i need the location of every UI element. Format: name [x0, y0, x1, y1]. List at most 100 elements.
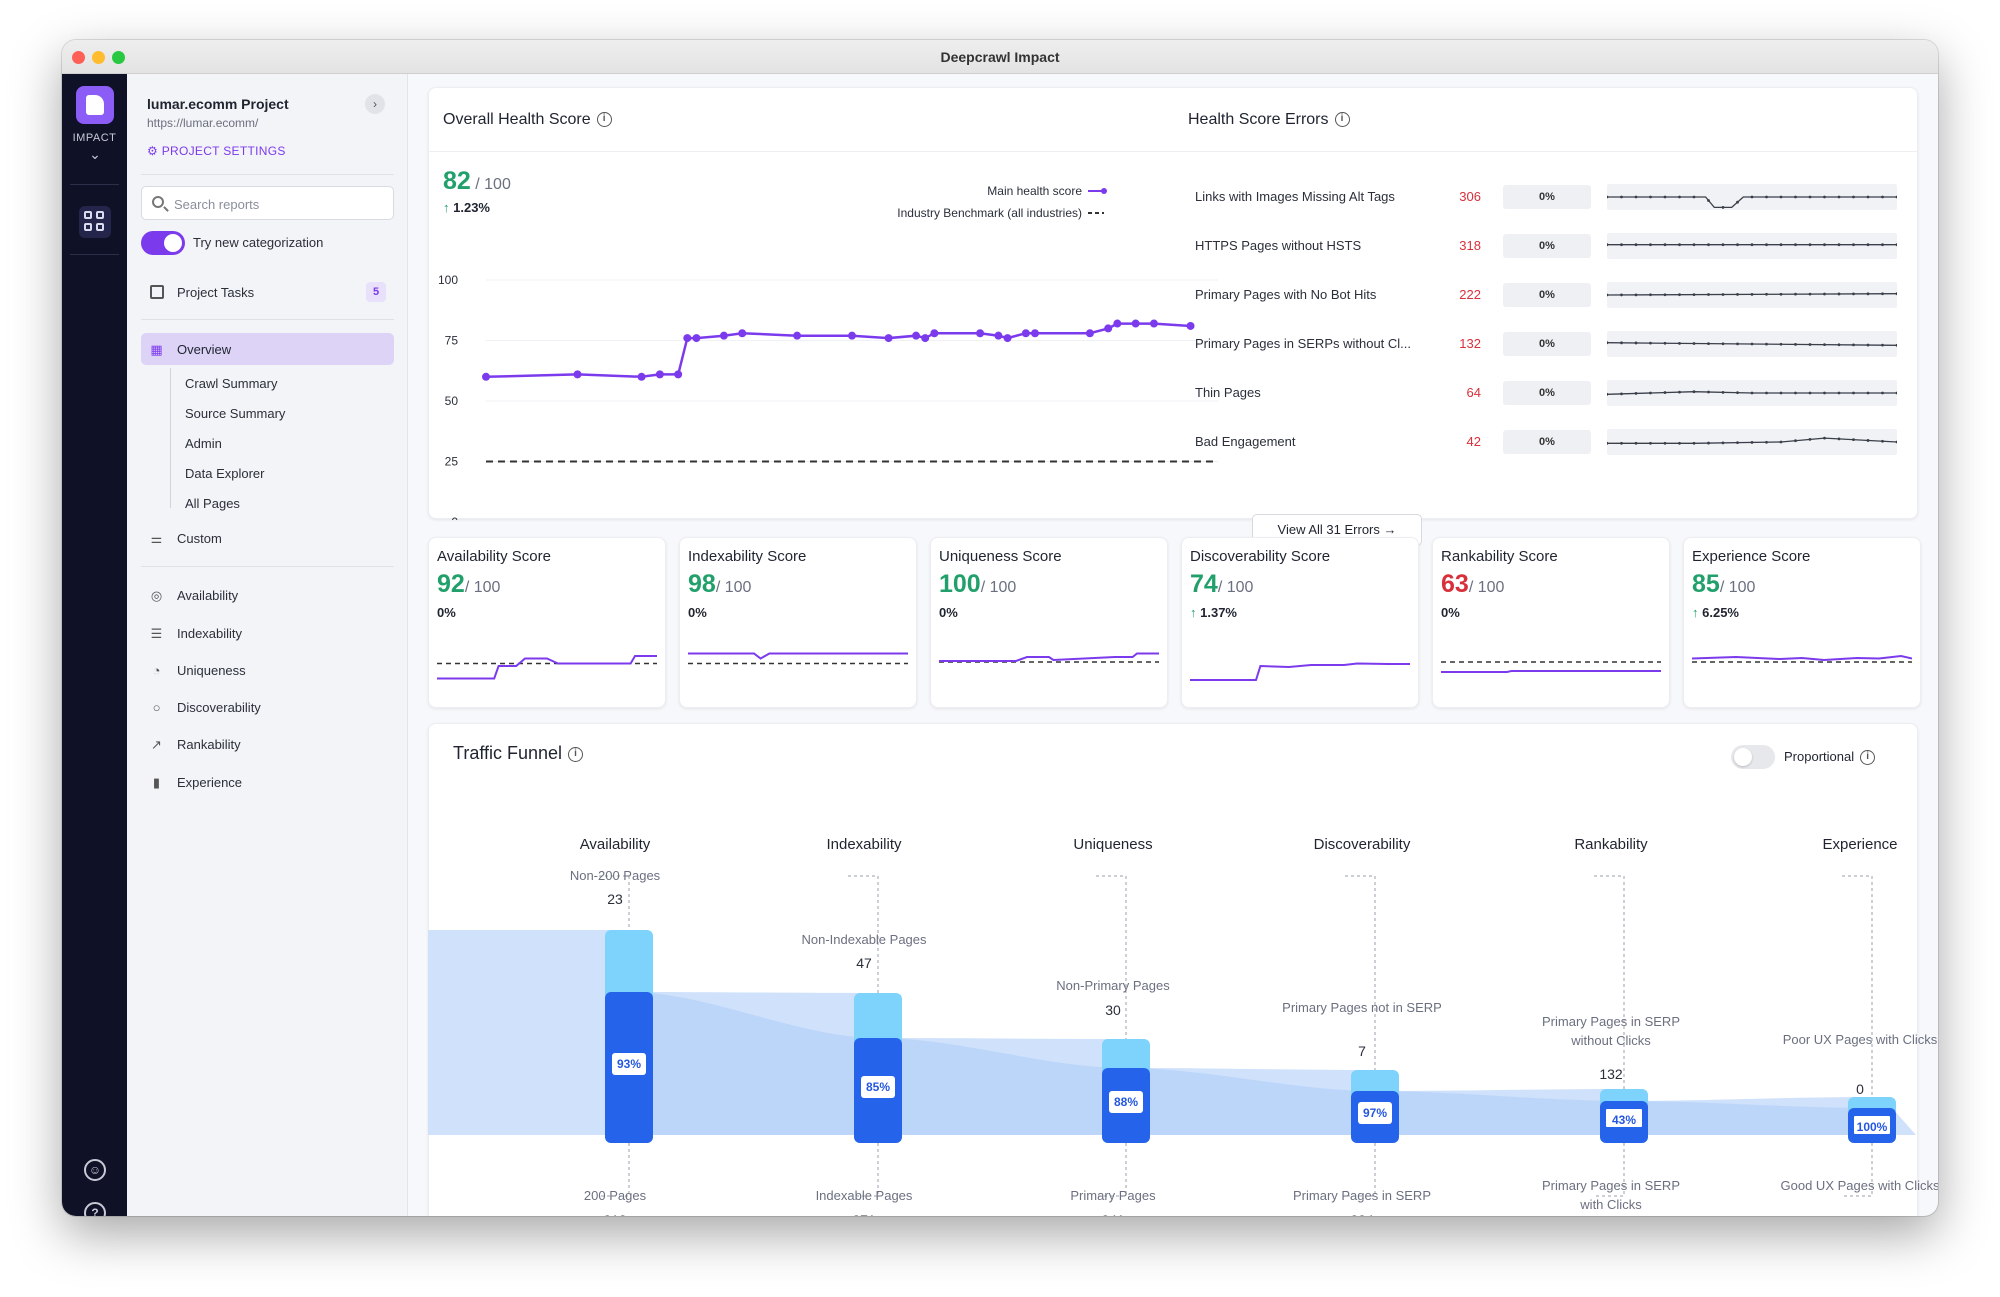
- main-health-point[interactable]: [738, 329, 747, 338]
- main-health-point[interactable]: [912, 331, 921, 340]
- main-health-point[interactable]: [674, 370, 683, 379]
- sparkline-point: [1895, 243, 1899, 247]
- proportional-toggle[interactable]: [1731, 745, 1775, 769]
- main-health-point[interactable]: [1149, 319, 1158, 328]
- score-delta-text: 0%: [437, 605, 456, 620]
- main-health-point[interactable]: [1186, 321, 1195, 330]
- score-card-indexability[interactable]: Indexability Score 98/ 100 0%: [679, 537, 917, 708]
- main-health-point[interactable]: [1021, 329, 1030, 338]
- dashboard-grid-icon[interactable]: [79, 206, 111, 238]
- error-row[interactable]: Thin Pages 64 0%: [1187, 378, 1907, 408]
- info-icon[interactable]: i: [596, 112, 612, 128]
- sidebar-item-indexability[interactable]: ☰ Indexability: [141, 617, 394, 649]
- funnel-excluded-value: 47: [856, 955, 872, 971]
- main-health-point[interactable]: [1003, 334, 1012, 343]
- impact-logo-icon[interactable]: [76, 86, 114, 124]
- sparkline-point: [1837, 437, 1841, 441]
- chevron-down-icon[interactable]: ⌄: [89, 146, 101, 162]
- sparkline-point: [1779, 195, 1783, 199]
- sparkline-point: [1692, 195, 1696, 199]
- sidebar-item-uniqueness[interactable]: ◔ Uniqueness: [141, 654, 394, 686]
- sparkline-point: [1779, 391, 1783, 395]
- main-health-point[interactable]: [719, 331, 728, 340]
- sidebar-item-custom[interactable]: ⚌ Custom: [141, 522, 394, 554]
- score-card-availability[interactable]: Availability Score 92/ 100 0%: [428, 537, 666, 708]
- project-settings-link[interactable]: ⚙ PROJECT SETTINGS: [147, 144, 286, 158]
- sparkline-point: [1808, 438, 1812, 441]
- sparkline-point: [1634, 195, 1638, 199]
- main-health-point[interactable]: [655, 370, 664, 379]
- error-row[interactable]: Primary Pages with No Bot Hits 222 0%: [1187, 280, 1907, 310]
- sparkline-point: [1794, 391, 1797, 395]
- main-health-point[interactable]: [930, 329, 939, 338]
- funnel-bar-excluded[interactable]: [605, 930, 653, 1000]
- funnel-connector-bottom: [1096, 1143, 1127, 1197]
- main-health-point[interactable]: [482, 372, 490, 381]
- main-health-point[interactable]: [1031, 329, 1039, 338]
- sidebar-item-rankability[interactable]: ↗ Rankability: [141, 728, 394, 760]
- score-card-discoverability[interactable]: Discoverability Score 74/ 100 ↑ 1.37%: [1181, 537, 1419, 708]
- minimize-window-button[interactable]: [92, 51, 105, 64]
- score-sparkline: [1190, 662, 1410, 681]
- sidebar-item-experience[interactable]: ▮ Experience: [141, 766, 394, 798]
- close-window-button[interactable]: [72, 51, 85, 64]
- sparkline-point: [1692, 342, 1696, 345]
- funnel-excluded-value: 23: [607, 891, 623, 907]
- help-icon[interactable]: ?: [84, 1202, 106, 1216]
- main-health-point[interactable]: [1085, 329, 1094, 338]
- main-health-point[interactable]: [1104, 324, 1113, 333]
- funnel-bar-excluded[interactable]: [854, 993, 902, 1046]
- score-card-rankability[interactable]: Rankability Score 63/ 100 0%: [1432, 537, 1670, 708]
- sliders-icon: ⚌: [150, 531, 163, 546]
- info-icon[interactable]: i: [1334, 112, 1350, 128]
- score-card-experience[interactable]: Experience Score 85/ 100 ↑ 6.25%: [1683, 537, 1921, 708]
- sidebar-item-availability[interactable]: ◎ Availability: [141, 579, 394, 611]
- main-health-point[interactable]: [921, 334, 930, 343]
- sidebar-subitem-all-pages[interactable]: All Pages: [185, 496, 240, 511]
- main-health-point[interactable]: [884, 334, 893, 343]
- main-health-point[interactable]: [793, 331, 802, 340]
- error-row[interactable]: Bad Engagement 42 0%: [1187, 427, 1907, 457]
- funnel-bar-excluded[interactable]: [1102, 1039, 1150, 1076]
- sidebar-subitem-admin[interactable]: Admin: [185, 436, 222, 451]
- error-row[interactable]: HTTPS Pages without HSTS 318 0%: [1187, 231, 1907, 261]
- main-health-point[interactable]: [1113, 319, 1122, 328]
- main-health-point[interactable]: [848, 331, 856, 340]
- sparkline-point: [1721, 441, 1725, 445]
- sidebar-subitem-source-summary[interactable]: Source Summary: [185, 406, 286, 421]
- main-health-point[interactable]: [637, 372, 646, 381]
- funnel-excluded-value: 0: [1856, 1081, 1864, 1097]
- categorization-toggle[interactable]: [141, 231, 185, 255]
- error-count: 64: [1466, 385, 1481, 400]
- sidebar-subitem-crawl-summary[interactable]: Crawl Summary: [185, 376, 278, 391]
- sparkline-point: [1808, 391, 1812, 395]
- info-icon[interactable]: i: [1860, 750, 1876, 766]
- main-health-point[interactable]: [683, 334, 692, 343]
- zoom-window-button[interactable]: [112, 51, 125, 64]
- error-row[interactable]: Links with Images Missing Alt Tags 306 0%: [1187, 182, 1907, 212]
- title-bar: Deepcrawl Impact: [62, 40, 1938, 74]
- sparkline-point: [1794, 243, 1797, 247]
- sidebar-item-discoverability[interactable]: ○ Discoverability: [141, 691, 394, 723]
- feedback-smile-icon[interactable]: ☺: [84, 1159, 106, 1181]
- main-health-point[interactable]: [976, 329, 985, 338]
- search-input[interactable]: [174, 193, 384, 215]
- score-card-uniqueness[interactable]: Uniqueness Score 100/ 100 0%: [930, 537, 1168, 708]
- search-box[interactable]: [141, 186, 394, 220]
- sparkline-point: [1663, 341, 1667, 345]
- chevron-right-icon[interactable]: ›: [365, 94, 385, 114]
- error-row[interactable]: Primary Pages in SERPs without Cl... 132 0…: [1187, 329, 1907, 359]
- sparkline-point: [1765, 243, 1768, 247]
- main-health-point[interactable]: [1131, 319, 1140, 328]
- main-health-point[interactable]: [573, 370, 582, 379]
- score-card-value: 74/ 100: [1190, 570, 1253, 599]
- sidebar-subitem-data-explorer[interactable]: Data Explorer: [185, 466, 265, 481]
- sidebar-item-overview[interactable]: ▦ Overview: [141, 333, 394, 365]
- sidebar-item-project-tasks[interactable]: Project Tasks 5: [141, 276, 394, 308]
- info-icon[interactable]: i: [568, 746, 584, 762]
- sparkline-point: [1649, 293, 1652, 297]
- project-name: lumar.ecomm Project: [147, 96, 289, 112]
- sidebar: lumar.ecomm Project https://lumar.ecomm/…: [127, 74, 408, 1216]
- main-health-point[interactable]: [994, 331, 1003, 340]
- main-health-point[interactable]: [692, 334, 701, 343]
